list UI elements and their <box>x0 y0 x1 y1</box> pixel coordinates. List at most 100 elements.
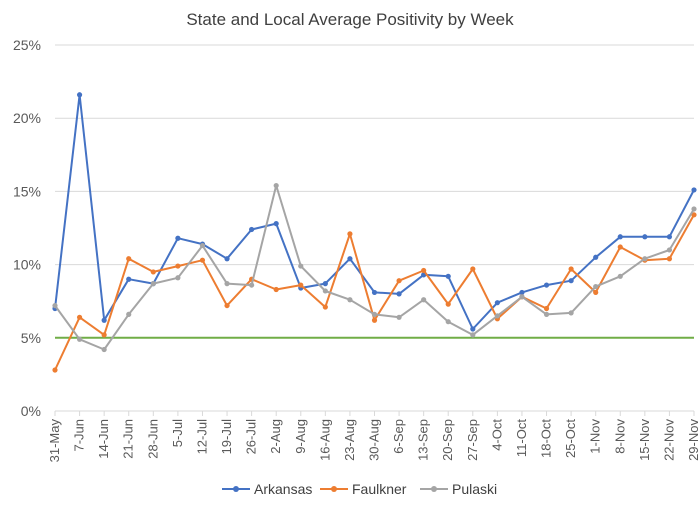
data-point <box>642 256 648 262</box>
data-point <box>322 281 328 287</box>
series-pulaski <box>52 182 697 353</box>
data-point <box>494 313 500 319</box>
x-tick-label: 16-Aug <box>317 419 332 461</box>
legend-label: Faulkner <box>352 481 407 497</box>
data-point <box>150 269 156 275</box>
data-point <box>298 263 304 269</box>
data-point <box>421 267 427 274</box>
data-point <box>371 317 378 323</box>
x-tick-label: 30-Aug <box>367 419 382 461</box>
data-point <box>396 291 402 297</box>
data-point <box>322 304 328 310</box>
data-point <box>666 256 673 262</box>
y-tick-label: 0% <box>21 403 41 419</box>
data-point <box>519 289 525 296</box>
x-axis: 31-May 7-Jun 14-Jun 21-Jun 28-Jun 5-Jul 12-Jul… <box>47 411 700 462</box>
series-line <box>54 184 695 351</box>
data-point <box>199 257 206 263</box>
y-tick-label: 10% <box>13 257 41 273</box>
x-tick-label: 9-Aug <box>293 419 308 454</box>
data-point <box>568 278 574 284</box>
data-point <box>52 367 58 373</box>
data-point <box>126 276 132 282</box>
x-tick-label: 23-Aug <box>342 419 357 461</box>
x-tick-label: 19-Jul <box>219 419 234 455</box>
x-tick-label: 14-Jun <box>96 419 111 459</box>
data-point <box>347 256 353 262</box>
x-tick-label: 2-Aug <box>268 419 283 454</box>
x-tick-label: 21-Jun <box>121 419 136 459</box>
x-tick-label: 22-Nov <box>661 419 676 461</box>
data-point <box>175 275 181 281</box>
data-point <box>224 281 230 287</box>
data-point <box>347 231 353 237</box>
data-point <box>371 311 378 317</box>
x-tick-label: 11-Oct <box>514 419 529 457</box>
data-point <box>76 314 83 320</box>
x-tick-label: 8-Nov <box>612 419 627 454</box>
legend-item-arkansas: Arkansas <box>222 481 312 497</box>
legend-item-pulaski: Pulaski <box>420 481 497 497</box>
data-point <box>519 294 525 300</box>
data-point <box>371 289 378 296</box>
data-point <box>347 297 353 303</box>
y-tick-label: 25% <box>13 37 41 53</box>
series-arkansas <box>52 92 697 332</box>
data-point <box>494 300 500 306</box>
y-tick-label: 20% <box>13 110 41 126</box>
data-point <box>101 346 107 353</box>
data-point <box>470 326 476 332</box>
data-point <box>470 332 476 338</box>
legend: Arkansas Faulkner Pulaski <box>222 481 497 497</box>
data-point <box>568 310 574 316</box>
data-point <box>249 226 255 233</box>
data-point <box>445 273 451 279</box>
data-point <box>101 317 107 323</box>
legend-marker <box>233 486 239 492</box>
data-point <box>126 311 132 317</box>
data-point <box>76 336 83 342</box>
x-tick-label: 27-Sep <box>465 419 480 461</box>
data-point <box>617 244 623 250</box>
data-point <box>150 281 156 287</box>
data-point <box>199 242 206 249</box>
data-point <box>101 332 107 338</box>
data-point <box>593 289 599 296</box>
data-point <box>175 235 181 241</box>
data-point <box>642 234 648 240</box>
legend-marker <box>331 486 337 492</box>
data-point <box>617 234 623 240</box>
data-point <box>691 206 697 212</box>
y-axis: 0% 5% 10% 15% 20% 25% <box>13 37 41 419</box>
data-point <box>322 288 328 294</box>
x-tick-label: 5-Jul <box>170 419 185 447</box>
data-point <box>543 305 550 312</box>
x-tick-label: 6-Sep <box>391 419 406 454</box>
data-point <box>691 212 697 218</box>
x-tick-label: 20-Sep <box>440 419 455 461</box>
data-point <box>593 254 599 260</box>
series-group <box>52 92 697 373</box>
x-tick-label: 1-Nov <box>588 419 603 454</box>
x-tick-label: 7-Jun <box>72 419 87 452</box>
x-tick-label: 18-Oct <box>539 419 554 458</box>
data-point <box>543 311 550 317</box>
data-point <box>396 314 402 320</box>
x-tick-label: 25-Oct <box>563 419 578 458</box>
data-point <box>617 273 623 279</box>
x-tick-label: 13-Sep <box>416 419 431 461</box>
x-tick-label: 31-May <box>47 419 62 463</box>
data-point <box>126 256 132 262</box>
legend-label: Pulaski <box>452 481 497 497</box>
data-point <box>249 282 255 288</box>
data-point <box>396 278 402 284</box>
legend-item-faulkner: Faulkner <box>320 481 407 497</box>
legend-marker <box>431 486 437 492</box>
x-tick-label: 4-Oct <box>489 419 504 451</box>
data-point <box>666 234 673 240</box>
x-tick-label: 12-Jul <box>194 419 209 455</box>
x-tick-label: 15-Nov <box>637 419 652 461</box>
x-tick-label: 28-Jun <box>145 419 160 459</box>
